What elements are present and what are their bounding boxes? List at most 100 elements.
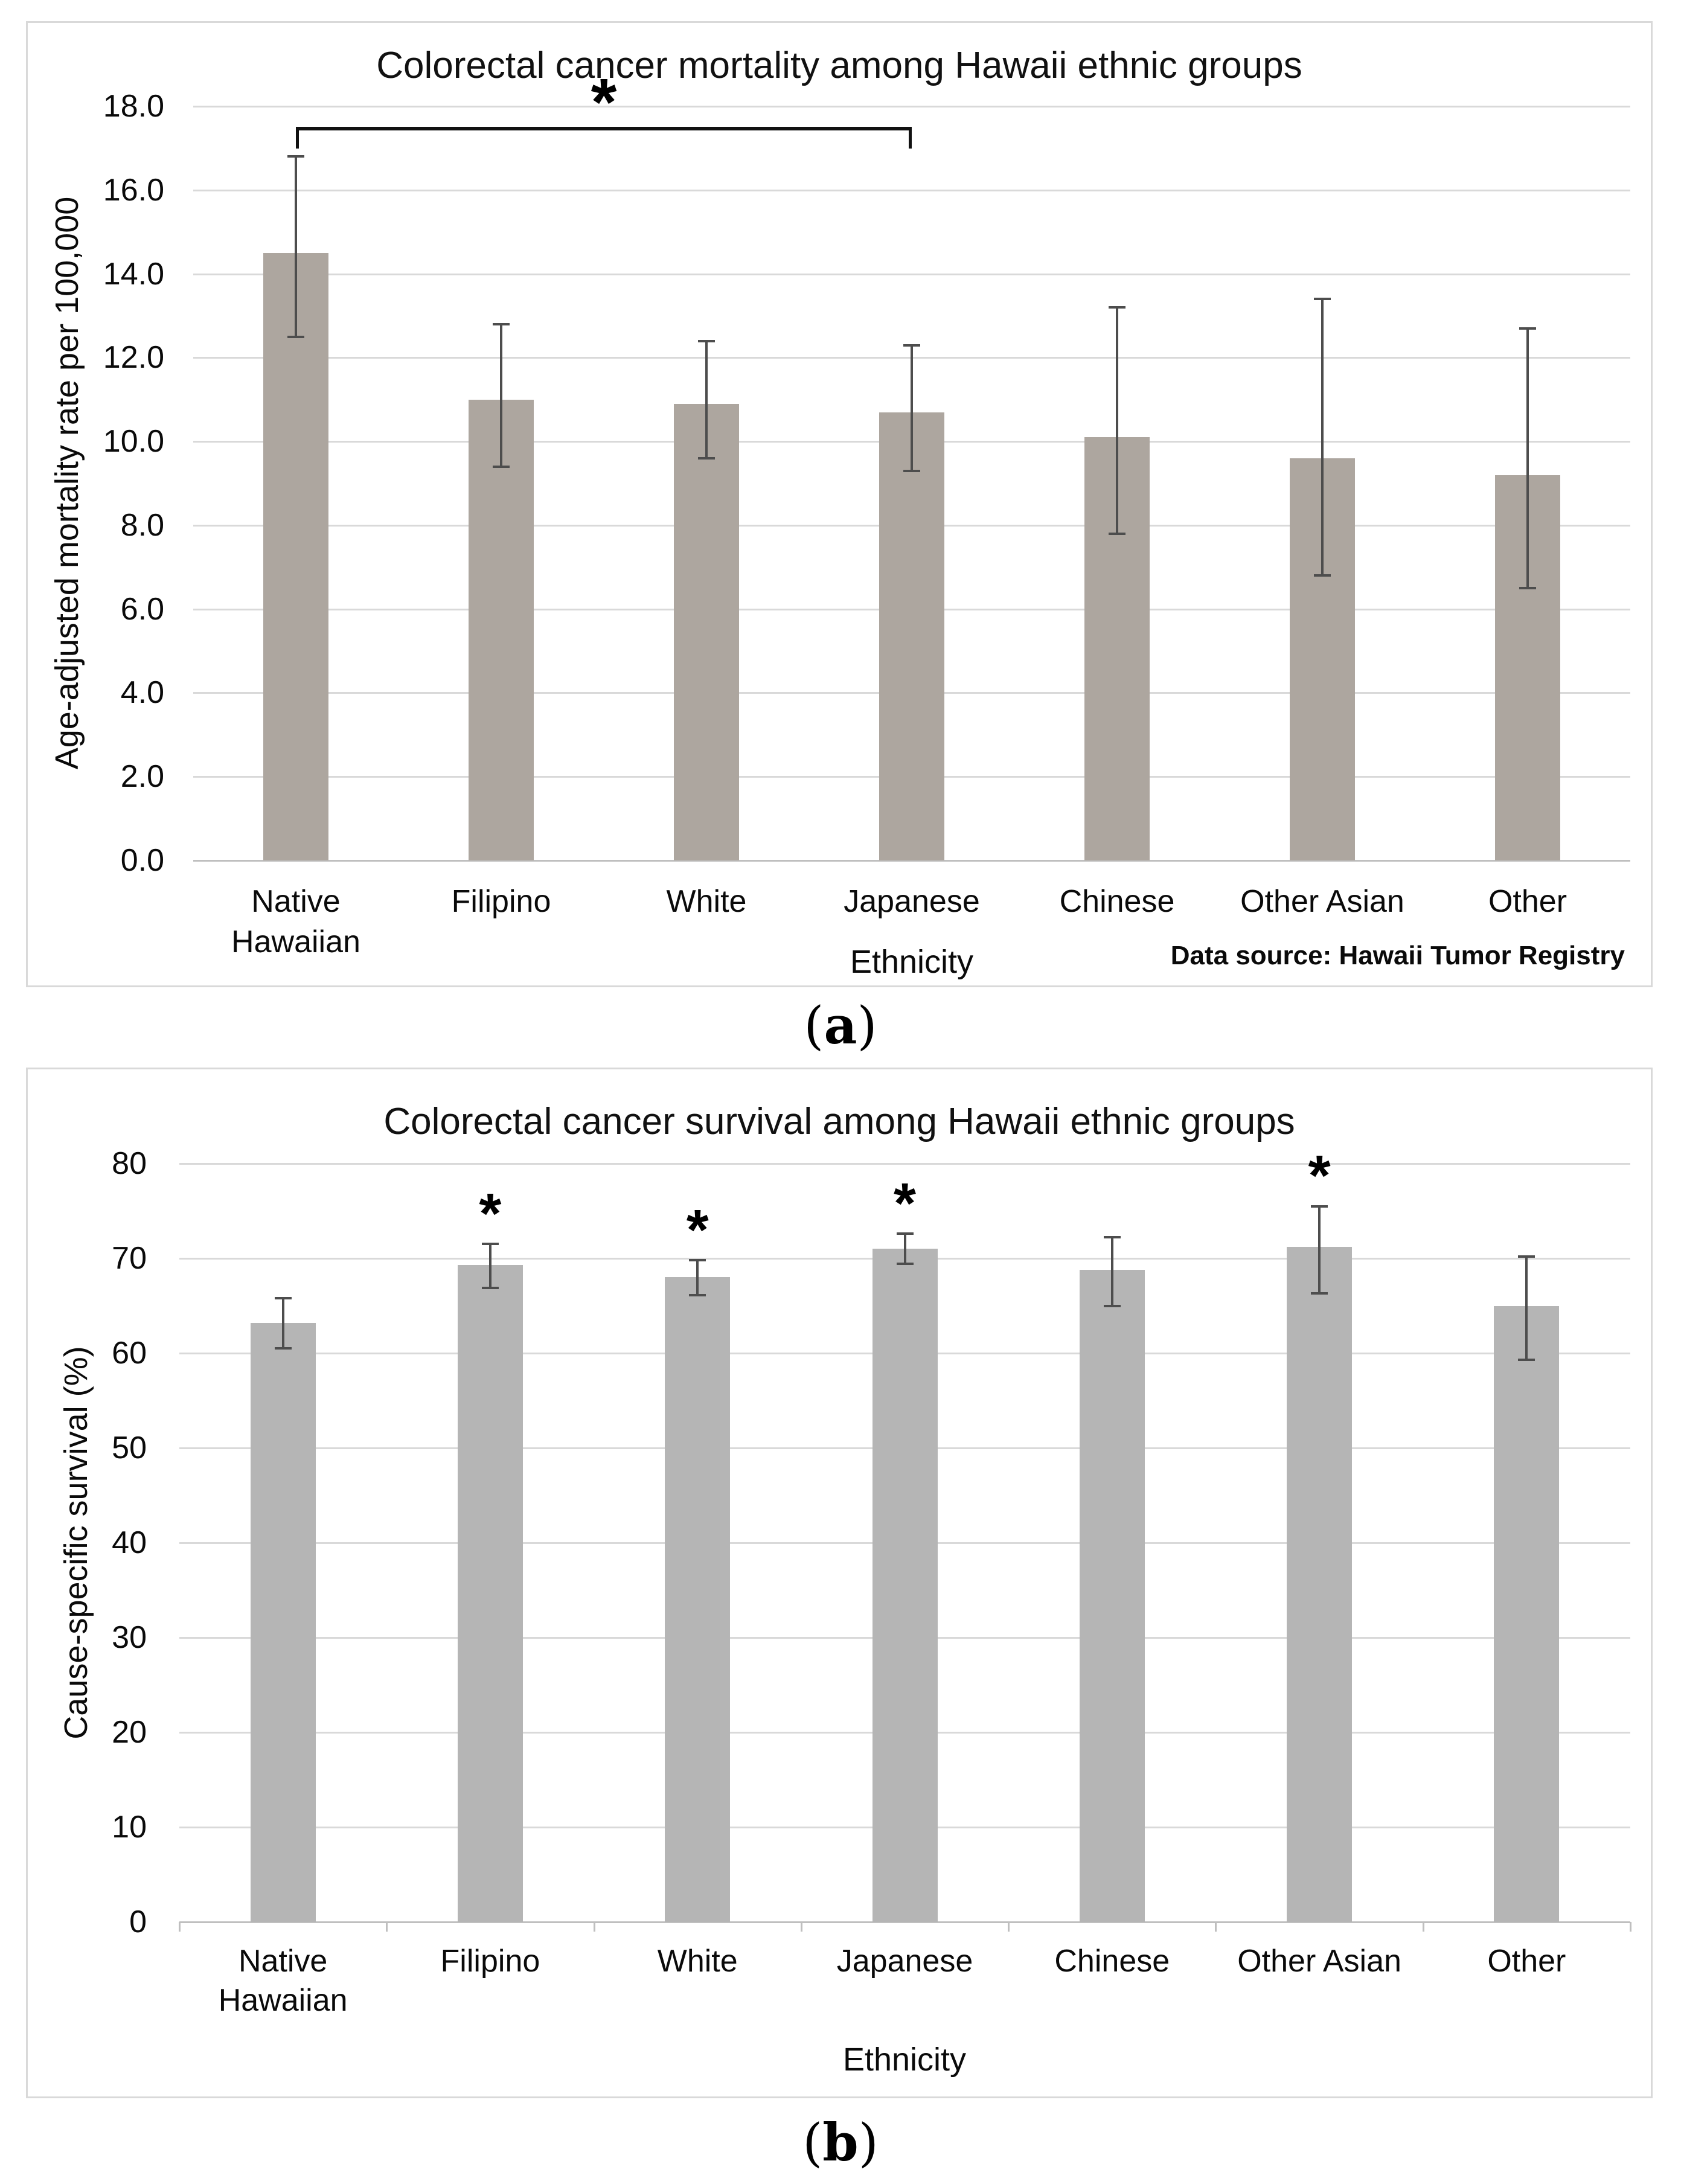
mortality-chart-title: Colorectal cancer mortality among Hawaii…: [376, 45, 1302, 86]
gridline: [193, 273, 1630, 275]
error-cap-low: [903, 469, 920, 472]
x-category-label: Hawaiian: [218, 1983, 348, 2018]
error-cap-high: [1109, 306, 1125, 309]
error-cap-high: [1519, 327, 1536, 330]
bar-filipino: [469, 399, 534, 860]
error-bar-chinese: [1110, 1237, 1113, 1306]
caption-b-close-paren: ): [858, 2113, 879, 2173]
significance-asterisk: *: [686, 1197, 709, 1262]
y-tick-label: 12.0: [103, 340, 164, 376]
x-axis-line: [193, 860, 1630, 862]
y-tick-label: 2.0: [120, 759, 164, 795]
x-category-label: Japanese: [844, 884, 980, 919]
bar-filipino: [457, 1264, 523, 1922]
significance-asterisk: *: [1308, 1144, 1331, 1208]
mortality-chart-panel: Colorectal cancer mortality among Hawaii…: [26, 21, 1653, 987]
x-category-label: Chinese: [1054, 1944, 1170, 1979]
error-cap-high: [481, 1243, 499, 1246]
error-cap-high: [1314, 298, 1331, 301]
error-cap-high: [1103, 1236, 1121, 1239]
error-bar-other: [1526, 328, 1529, 588]
error-cap-low: [287, 335, 304, 338]
data-source-note: Data source: Hawaii Tumor Registry: [1170, 941, 1625, 970]
error-cap-high: [274, 1296, 292, 1299]
x-category-label: Filipino: [440, 1944, 540, 1979]
x-category-label: Japanese: [836, 1944, 973, 1979]
x-axis-tick: [1008, 1922, 1010, 1932]
error-cap-high: [287, 155, 304, 158]
y-tick-label: 20: [112, 1715, 147, 1750]
y-tick-label: 70: [112, 1241, 147, 1276]
caption-b-open-paren: (: [802, 2113, 823, 2173]
y-tick-label: 80: [112, 1146, 147, 1181]
y-tick-label: 0: [129, 1904, 147, 1939]
y-tick-label: 10: [112, 1810, 147, 1845]
x-category-label: Chinese: [1059, 884, 1175, 919]
error-cap-low: [1103, 1304, 1121, 1307]
error-bar-japanese: [911, 345, 913, 471]
gridline: [193, 189, 1630, 191]
error-cap-low: [1311, 1292, 1328, 1295]
mortality-x-axis-title: Ethnicity: [850, 944, 974, 980]
error-bar-chinese: [1116, 307, 1118, 534]
y-tick-label: 10.0: [103, 424, 164, 460]
survival-x-axis-title: Ethnicity: [842, 2041, 967, 2078]
caption-b-letter: b: [822, 2113, 859, 2173]
x-axis-tick: [179, 1922, 181, 1932]
error-bar-other: [1525, 1256, 1528, 1360]
caption-b: (b): [0, 2113, 1681, 2173]
y-tick-label: 14.0: [103, 256, 164, 292]
x-category-label: White: [666, 884, 747, 919]
x-category-label: Native: [251, 884, 341, 919]
error-bar-native-hawaiian: [295, 156, 297, 337]
error-bar-filipino: [500, 324, 502, 467]
error-cap-low: [896, 1263, 914, 1266]
error-cap-high: [698, 339, 715, 342]
error-cap-high: [689, 1259, 706, 1262]
bar-native-hawaiian: [250, 1322, 316, 1922]
error-bar-native-hawaiian: [281, 1298, 284, 1349]
bar-white: [674, 403, 739, 860]
significance-asterisk: *: [894, 1171, 916, 1235]
x-axis-tick: [593, 1922, 595, 1932]
error-cap-low: [481, 1286, 499, 1289]
y-tick-label: 40: [112, 1525, 147, 1560]
error-cap-low: [274, 1347, 292, 1350]
error-cap-low: [689, 1294, 706, 1297]
bar-native-hawaiian: [263, 252, 328, 860]
bar-chinese: [1079, 1269, 1145, 1922]
x-category-label: Native: [238, 1944, 328, 1979]
y-tick-label: 6.0: [120, 591, 164, 627]
y-tick-label: 18.0: [103, 89, 164, 124]
x-category-label: Hawaiian: [231, 924, 360, 959]
caption-a: (a): [0, 998, 1681, 1055]
significance-bracket: [296, 127, 912, 149]
x-axis-tick: [1422, 1922, 1424, 1932]
survival-chart-title: Colorectal cancer survival among Hawaii …: [383, 1101, 1295, 1142]
error-cap-high: [1518, 1255, 1535, 1258]
x-axis-tick: [1215, 1922, 1217, 1932]
y-tick-label: 0.0: [120, 843, 164, 878]
gridline: [179, 1163, 1630, 1165]
error-cap-high: [903, 344, 920, 347]
gridline: [193, 106, 1630, 107]
error-bar-other-asian: [1318, 1206, 1321, 1294]
error-cap-low: [1314, 574, 1331, 577]
y-tick-label: 8.0: [120, 507, 164, 543]
error-cap-high: [1311, 1205, 1328, 1208]
bar-white: [665, 1277, 731, 1922]
y-tick-label: 30: [112, 1620, 147, 1655]
error-bar-white: [705, 341, 708, 458]
y-tick-label: 4.0: [120, 675, 164, 711]
error-cap-low: [1518, 1358, 1535, 1361]
error-bar-white: [696, 1260, 699, 1296]
bar-other: [1494, 1305, 1560, 1922]
x-axis-line: [179, 1921, 1630, 1923]
y-tick-label: 16.0: [103, 172, 164, 208]
x-category-label: Other Asian: [1240, 884, 1404, 919]
x-category-label: Other: [1488, 884, 1567, 919]
error-cap-high: [493, 322, 510, 325]
significance-asterisk: *: [479, 1181, 502, 1246]
error-bar-japanese: [903, 1234, 906, 1264]
error-cap-low: [493, 465, 510, 468]
